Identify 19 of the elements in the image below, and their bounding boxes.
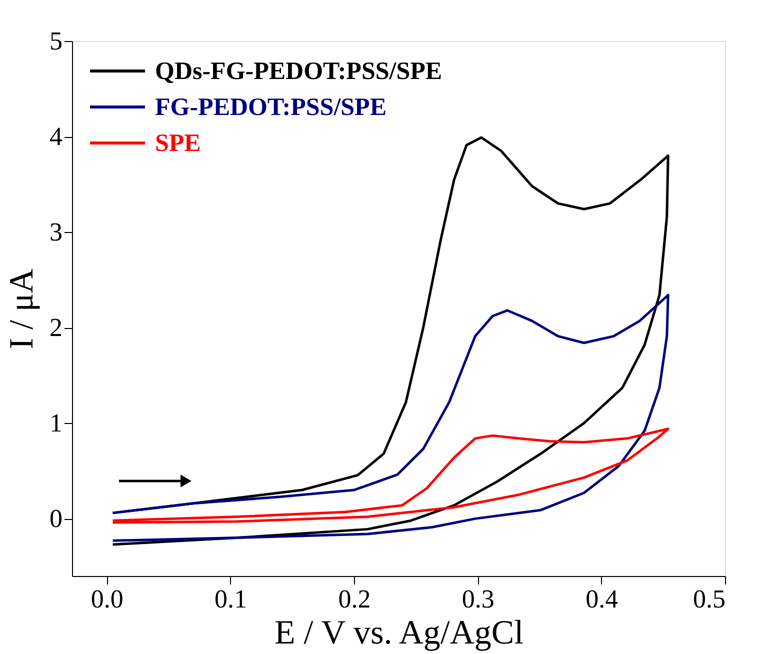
x-tick-label: 0.1 (214, 584, 248, 614)
x-tick-label: 0.0 (90, 584, 124, 614)
y-tick-label: 1 (50, 408, 62, 438)
y-tick-label: 0 (50, 504, 62, 534)
x-tick-label: 0.3 (462, 584, 494, 614)
y-tick-label: 5 (50, 26, 62, 56)
legend-label: SPE (155, 130, 201, 157)
y-tick-label: 4 (50, 122, 62, 152)
x-tick-label: 0.4 (586, 584, 618, 614)
line-series (112, 428, 670, 524)
legend-label: FG-PEDOT:PSS/SPE (155, 94, 387, 121)
line-series (112, 294, 670, 542)
y-axis-title: I / μA (4, 268, 40, 350)
legend-label: QDs-FG-PEDOT:PSS/SPE (155, 58, 442, 85)
y-tick-label: 2 (50, 313, 62, 342)
x-tick-label: 0.5 (693, 584, 726, 614)
y-tick-label: 3 (50, 218, 62, 247)
x-tick-label: 0.2 (338, 584, 371, 614)
x-axis-title: E / V vs. Ag/AgCl (274, 614, 524, 652)
